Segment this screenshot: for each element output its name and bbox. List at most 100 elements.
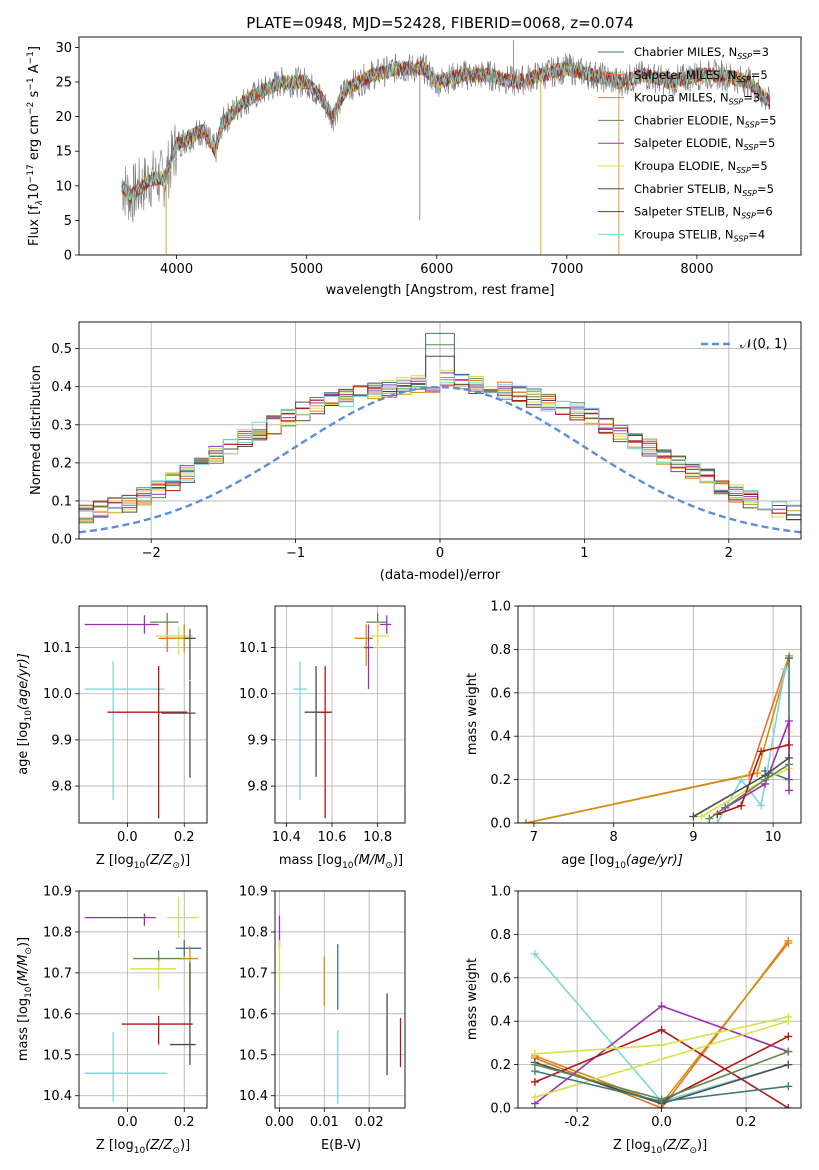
x-axis-label-part: 10 [134, 1146, 146, 1156]
y-axis-label: Normed distribution [29, 365, 44, 495]
plot-area-mass_weight_vs_age [521, 651, 794, 823]
x-tick-label: 7 [530, 830, 538, 845]
legend-entry-part: =5 [760, 113, 777, 127]
y-tick-label: 15 [55, 145, 72, 160]
x-axis-label-part: 10 [134, 861, 146, 871]
x-axis-label-part: ⊙ [172, 1146, 180, 1156]
x-axis-label-part: (Z/Z [145, 1138, 173, 1153]
plot-area-age_vs_mass [293, 612, 392, 819]
y-tick-label: 10.4 [43, 1089, 72, 1104]
legend-entry-part: Salpeter MILES, N [634, 68, 736, 82]
y-tick-label: 0.8 [490, 643, 511, 658]
y-tick-label: 0.5 [51, 342, 72, 357]
axes-frame [517, 890, 802, 1109]
y-tick-label: 10.8 [239, 925, 268, 940]
y-axis-label-part: (M/M [16, 955, 31, 987]
legend-entry-part: SSP [737, 52, 752, 61]
y-tick-label: 10.7 [43, 966, 72, 981]
y-axis-label-part: age [log [16, 722, 31, 775]
legend-entry: Salpeter STELIB, NSSP=6 [634, 205, 773, 221]
legend-entry-part: SSP [741, 212, 756, 221]
y-tick-label: 10.1 [239, 641, 268, 656]
series-marker [784, 1032, 793, 1041]
y-tick-label: 30 [55, 41, 72, 56]
y-tick-label: 20 [55, 110, 72, 125]
x-axis-label-part: mass [log [279, 853, 342, 868]
y-tick-label: 10.6 [239, 1007, 268, 1022]
x-tick-label: 10 [765, 830, 782, 845]
legend-entry: Kroupa MILES, NSSP=3 [634, 91, 760, 107]
y-axis-label-part: −1 [26, 51, 36, 64]
x-tick-label: 0 [436, 546, 444, 561]
series-marker [781, 664, 790, 673]
axes-frame [274, 605, 406, 824]
y-axis-label-part: mass [log [16, 998, 31, 1061]
x-tick-label: 8 [610, 830, 618, 845]
axes-residuals: −2 −1 0 1 2 0.0 0.1 0.2 0.3 0.4 0.5 𝒩(0, 1) (data-mo… [29, 321, 802, 583]
x-axis-label-part: Z [log [613, 1138, 651, 1153]
histogram-7 [79, 379, 801, 523]
y-axis-label-part: −1 [26, 77, 36, 90]
legend-entry-part: SSP [742, 189, 757, 198]
series-marker [530, 1093, 539, 1102]
legend-entry-part: Chabrier ELODIE, N [634, 113, 745, 127]
x-axis-label-part: Z [log [96, 853, 134, 868]
legend-entry-part: SSP [734, 234, 749, 243]
legend-entry-part: SSP [736, 75, 751, 84]
legend-entry-part: =5 [758, 136, 775, 150]
y-axis-label-part: Flux [f [27, 205, 42, 246]
x-axis-label: Z [log10(Z/Z⊙)] [96, 853, 190, 871]
figure-title: PLATE=0948, MJD=52428, FIBERID=0068, z=0… [246, 14, 633, 32]
histogram-8 [79, 375, 801, 526]
axes-mass_vs_ebv: 0.00 0.01 0.02 10.4 10.5 10.6 10.7 10.8 10.9 E(B-… [239, 885, 406, 1153]
series-marker [785, 786, 794, 795]
axes-frame [78, 605, 208, 824]
y-tick-label: 10.5 [43, 1048, 72, 1063]
y-tick-label: 10.1 [43, 641, 72, 656]
legend-entry: Chabrier ELODIE, NSSP=5 [634, 113, 776, 129]
x-tick-label: 0.0 [117, 1115, 138, 1130]
y-tick-label: 1.0 [490, 885, 511, 900]
axes-frame [274, 890, 406, 1109]
y-tick-label: 1.0 [490, 600, 511, 615]
series-line-6 [717, 744, 790, 816]
legend-entry-part: Kroupa MILES, N [634, 91, 729, 105]
x-tick-label: 0.2 [174, 1115, 195, 1130]
normal-curve [79, 385, 801, 534]
series-marker [784, 1017, 793, 1026]
histogram-5 [79, 370, 801, 518]
series-marker [657, 1025, 666, 1034]
x-tick-label: 0.02 [355, 1115, 384, 1130]
x-tick-label: 7000 [550, 262, 583, 277]
plot-area-mass_vs_ebv [278, 915, 402, 1104]
y-tick-label: 0.1 [51, 494, 72, 509]
axes-frame [78, 321, 802, 540]
x-tick-label: 6000 [420, 262, 453, 277]
x-tick-label: 4000 [160, 262, 193, 277]
series-marker [753, 769, 762, 778]
x-axis-label-part: 10 [651, 1146, 663, 1156]
y-tick-label: 10.5 [239, 1048, 268, 1063]
legend-entry-part: =3 [743, 91, 760, 105]
axes-frame [78, 890, 208, 1109]
series-marker [784, 1047, 793, 1056]
legend-entry-part: SSP [729, 98, 744, 107]
y-tick-label: 10 [55, 179, 72, 194]
y-axis-label-part: −17 [26, 164, 36, 183]
series-marker [689, 812, 698, 821]
series-marker [521, 819, 530, 823]
x-axis-label-part: 10 [342, 861, 354, 871]
x-axis-label-part: )] [180, 1138, 190, 1153]
series-marker [757, 801, 766, 810]
y-tick-label: 10.0 [239, 687, 268, 702]
legend-entry: Kroupa ELODIE, NSSP=5 [634, 159, 768, 175]
y-tick-label: 10.6 [43, 1007, 72, 1022]
x-tick-label: 0.2 [174, 830, 195, 845]
x-axis-label: Z [log10(Z/Z⊙)] [96, 1138, 190, 1156]
y-axis-label-part: (age/yr)] [16, 653, 31, 710]
x-axis-label-part: age [log [561, 853, 614, 868]
axes-frame [517, 605, 802, 824]
